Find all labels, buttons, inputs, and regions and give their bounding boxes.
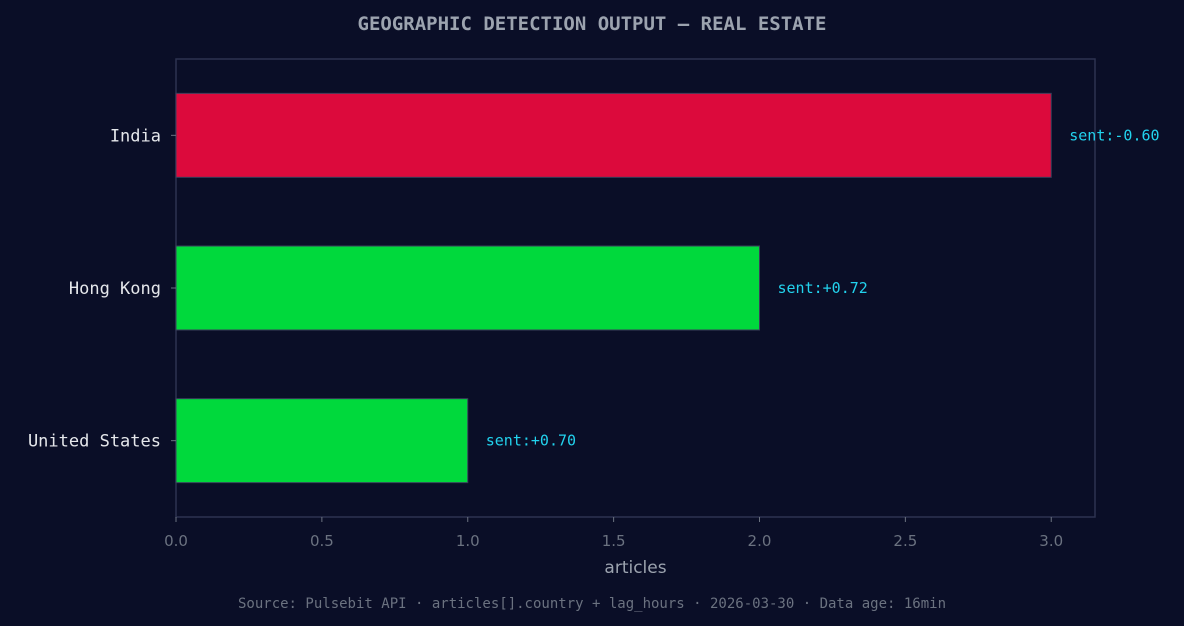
bar-united-states [175,398,469,484]
chart-title: GEOGRAPHIC DETECTION OUTPUT — REAL ESTAT… [358,13,827,35]
bar-india [175,92,1052,178]
category-label: Hong Kong [69,279,161,299]
bars-group: India sent:-0.60 Hong Kong sent:+0.72 United… [28,92,1160,484]
x-tick-label: 0.5 [310,532,334,550]
bar-value-label: sent:-0.60 [1069,126,1159,144]
bar-value-label: sent:+0.70 [486,432,576,450]
x-tick-label: 3.0 [1039,532,1063,550]
x-ticks-group: 0.0 0.5 1.0 1.5 2.0 2.5 3.0 [164,517,1063,550]
x-axis-label: articles [604,558,666,578]
x-tick-label: 0.0 [164,532,188,550]
category-label: United States [28,432,161,452]
category-label: India [110,126,161,146]
x-tick-label: 2.0 [748,532,772,550]
bar-hong-kong [175,245,760,331]
x-tick-label: 1.5 [602,532,626,550]
x-tick-label: 2.5 [893,532,917,550]
x-tick-label: 1.0 [456,532,480,550]
bar-value-label: sent:+0.72 [777,279,867,297]
source-footer: Source: Pulsebit API · articles[].countr… [238,596,946,612]
